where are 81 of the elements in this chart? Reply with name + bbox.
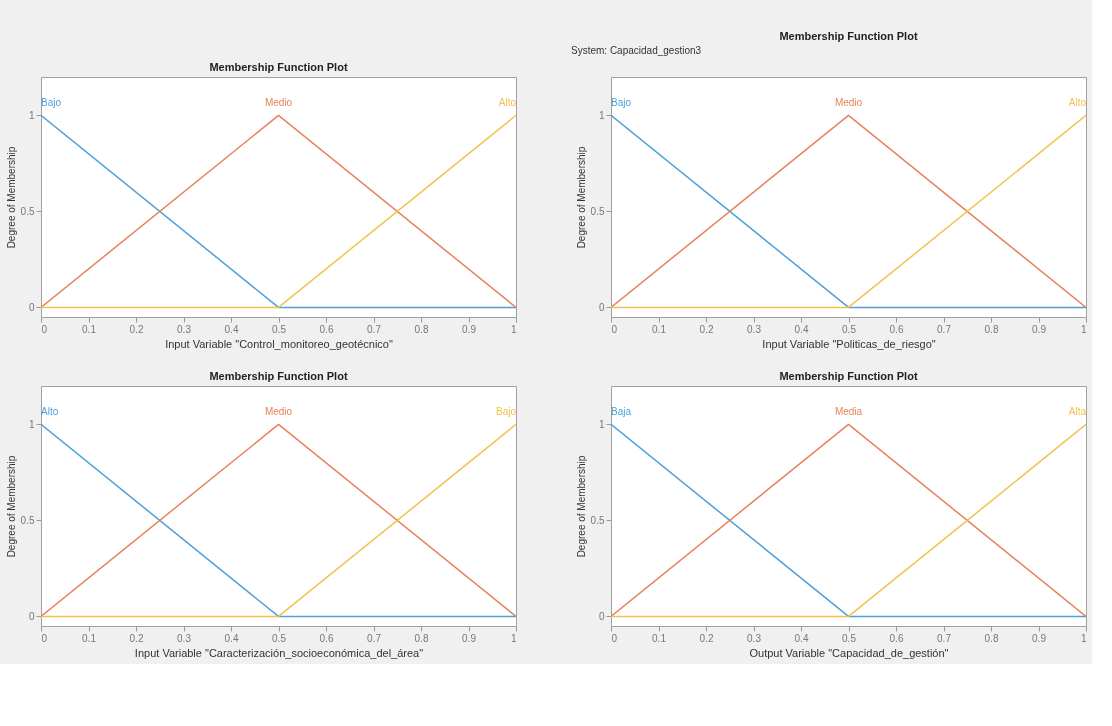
y-tick-label: 0.5 xyxy=(590,205,605,217)
x-tick-label: 0.6 xyxy=(889,632,904,644)
x-tick-label: 0.2 xyxy=(129,323,144,335)
x-tick-label: 0.9 xyxy=(462,323,477,335)
x-axis-title: Input Variable "Caracterización_socioeconómica_del_área" xyxy=(134,646,424,659)
series-label: Medio xyxy=(264,406,293,417)
x-tick-label: 0.5 xyxy=(842,323,857,335)
x-tick-label: 1 xyxy=(510,323,517,335)
x-tick-label: 0 xyxy=(41,632,48,644)
series-label: Medio xyxy=(834,97,863,108)
x-tick-label: 0.3 xyxy=(747,323,762,335)
series-label: Media xyxy=(834,406,863,417)
series-label: Alto xyxy=(1068,97,1087,108)
x-tick-label: 0.4 xyxy=(224,632,239,644)
y-tick-label: 1 xyxy=(598,418,605,430)
x-tick-label: 0.9 xyxy=(462,632,477,644)
x-tick-label: 0.2 xyxy=(699,632,714,644)
y-axis-title: Degree of Membership xyxy=(5,146,17,249)
chart-title: Membership Function Plot xyxy=(209,370,348,382)
x-tick-label: 0.6 xyxy=(319,632,334,644)
y-axis-title: Degree of Membership xyxy=(575,146,587,249)
x-tick-label: 0.3 xyxy=(177,323,192,335)
x-tick-label: 0 xyxy=(611,323,618,335)
series-label: Bajo xyxy=(41,97,62,108)
chart-title: Membership Function Plot xyxy=(779,30,918,42)
x-tick-label: 0.9 xyxy=(1032,323,1047,335)
x-tick-label: 0.6 xyxy=(319,323,334,335)
x-tick-label: 0.7 xyxy=(937,632,952,644)
y-tick-label: 0 xyxy=(28,610,35,622)
y-tick-label: 0.5 xyxy=(20,205,35,217)
x-tick-label: 0.5 xyxy=(842,632,857,644)
series-label: Medio xyxy=(264,97,293,108)
x-tick-label: 0 xyxy=(611,632,618,644)
series-label: Alta xyxy=(1068,406,1087,417)
y-tick-label: 0.5 xyxy=(20,514,35,526)
y-tick-label: 0 xyxy=(598,301,605,313)
x-tick-label: 0.7 xyxy=(937,323,952,335)
y-tick-label: 1 xyxy=(598,109,605,121)
y-tick-label: 1 xyxy=(28,109,35,121)
x-axis-title: Input Variable "Control_monitoreo_geotécnico" xyxy=(165,337,393,350)
series-label: Baja xyxy=(611,406,632,417)
x-tick-label: 0.1 xyxy=(82,632,97,644)
x-axis-title: Output Variable "Capacidad_de_gestión" xyxy=(749,646,949,659)
x-tick-label: 0.4 xyxy=(794,632,809,644)
text: System: Capacidad_gestion3 xyxy=(571,45,702,56)
y-tick-label: 0 xyxy=(598,610,605,622)
x-tick-label: 0.7 xyxy=(367,632,382,644)
x-tick-label: 0.8 xyxy=(984,632,999,644)
x-tick-label: 0.2 xyxy=(129,632,144,644)
x-tick-label: 0.1 xyxy=(82,323,97,335)
y-axis-title: Degree of Membership xyxy=(575,455,587,558)
x-tick-label: 0.8 xyxy=(414,323,429,335)
series-label: Bajo xyxy=(611,97,632,108)
x-tick-label: 1 xyxy=(510,632,517,644)
x-axis-title: Input Variable "Politicas_de_riesgo" xyxy=(762,337,936,350)
y-tick-label: 0 xyxy=(28,301,35,313)
x-tick-label: 0.2 xyxy=(699,323,714,335)
x-tick-label: 0.9 xyxy=(1032,632,1047,644)
series-label: Alto xyxy=(498,97,517,108)
x-tick-label: 0.8 xyxy=(414,632,429,644)
y-tick-label: 0.5 xyxy=(590,514,605,526)
x-tick-label: 0 xyxy=(41,323,48,335)
x-tick-label: 0.1 xyxy=(652,323,667,335)
series-label: Bajo xyxy=(495,406,517,417)
x-tick-label: 1 xyxy=(1080,323,1087,335)
chart-title: Membership Function Plot xyxy=(209,61,348,73)
x-tick-label: 0.4 xyxy=(794,323,809,335)
x-tick-label: 0.8 xyxy=(984,323,999,335)
y-tick-label: 1 xyxy=(28,418,35,430)
series-label: Alto xyxy=(41,406,59,417)
chart-title: Membership Function Plot xyxy=(779,370,918,382)
x-tick-label: 0.4 xyxy=(224,323,239,335)
x-tick-label: 0.3 xyxy=(747,632,762,644)
x-tick-label: 0.5 xyxy=(272,632,287,644)
x-tick-label: 1 xyxy=(1080,632,1087,644)
x-tick-label: 0.5 xyxy=(272,323,287,335)
x-tick-label: 0.3 xyxy=(177,632,192,644)
x-tick-label: 0.7 xyxy=(367,323,382,335)
x-tick-label: 0.1 xyxy=(652,632,667,644)
x-tick-label: 0.6 xyxy=(889,323,904,335)
y-axis-title: Degree of Membership xyxy=(5,455,17,558)
